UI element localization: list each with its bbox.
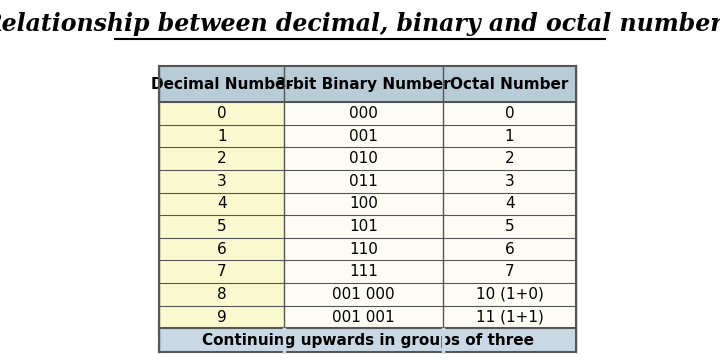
Bar	[443, 306, 576, 328]
Text: 010: 010	[349, 151, 378, 166]
Text: Relationship between decimal, binary and octal numbers: Relationship between decimal, binary and…	[0, 12, 720, 36]
Text: 5: 5	[505, 219, 514, 234]
Bar	[159, 306, 284, 328]
Text: 011: 011	[349, 174, 378, 189]
Bar	[443, 102, 576, 125]
Bar	[284, 102, 443, 125]
Text: 000: 000	[349, 106, 378, 121]
Text: 2: 2	[217, 151, 227, 166]
Text: Octal Number: Octal Number	[451, 77, 569, 92]
Bar	[443, 66, 576, 102]
Text: 0: 0	[217, 106, 227, 121]
Text: 7: 7	[505, 264, 514, 279]
Text: 3: 3	[505, 174, 515, 189]
Bar	[284, 215, 443, 238]
Text: 001 001: 001 001	[333, 309, 395, 325]
Text: 7: 7	[217, 264, 227, 279]
Bar	[159, 170, 284, 193]
Text: 001: 001	[349, 128, 378, 143]
Text: 9: 9	[217, 309, 227, 325]
Bar	[159, 193, 284, 215]
Text: 5: 5	[217, 219, 227, 234]
Bar	[159, 147, 284, 170]
Text: 1: 1	[217, 128, 227, 143]
Bar	[159, 215, 284, 238]
Bar	[284, 306, 443, 328]
Text: 4: 4	[505, 197, 514, 211]
Bar	[159, 261, 284, 283]
Bar	[443, 283, 576, 306]
Bar	[443, 261, 576, 283]
Text: 001 000: 001 000	[333, 287, 395, 302]
Text: 0: 0	[505, 106, 514, 121]
Bar	[284, 238, 443, 261]
Bar	[443, 125, 576, 147]
Bar	[284, 193, 443, 215]
Bar	[159, 66, 284, 102]
Bar	[284, 170, 443, 193]
Bar	[284, 147, 443, 170]
Text: 6: 6	[505, 242, 515, 257]
Bar	[284, 261, 443, 283]
Text: 3: 3	[217, 174, 227, 189]
Text: 10 (1+0): 10 (1+0)	[476, 287, 544, 302]
Bar	[443, 215, 576, 238]
Text: 8: 8	[217, 287, 227, 302]
Bar	[443, 238, 576, 261]
Bar	[284, 125, 443, 147]
Text: Decimal Number: Decimal Number	[151, 77, 293, 92]
Bar	[159, 125, 284, 147]
Text: 4: 4	[217, 197, 227, 211]
Text: 111: 111	[349, 264, 378, 279]
Text: 11 (1+1): 11 (1+1)	[476, 309, 544, 325]
Bar	[159, 283, 284, 306]
Bar	[443, 193, 576, 215]
Bar	[159, 102, 284, 125]
Bar	[284, 66, 443, 102]
Bar	[443, 170, 576, 193]
Text: 110: 110	[349, 242, 378, 257]
Text: 101: 101	[349, 219, 378, 234]
Text: 2: 2	[505, 151, 514, 166]
Text: 3-bit Binary Number: 3-bit Binary Number	[276, 77, 451, 92]
Bar	[284, 283, 443, 306]
Bar	[159, 328, 576, 352]
Text: Continuing upwards in groups of three: Continuing upwards in groups of three	[202, 333, 534, 348]
Text: 6: 6	[217, 242, 227, 257]
Text: 1: 1	[505, 128, 514, 143]
Bar	[443, 147, 576, 170]
Text: 100: 100	[349, 197, 378, 211]
Bar	[159, 238, 284, 261]
